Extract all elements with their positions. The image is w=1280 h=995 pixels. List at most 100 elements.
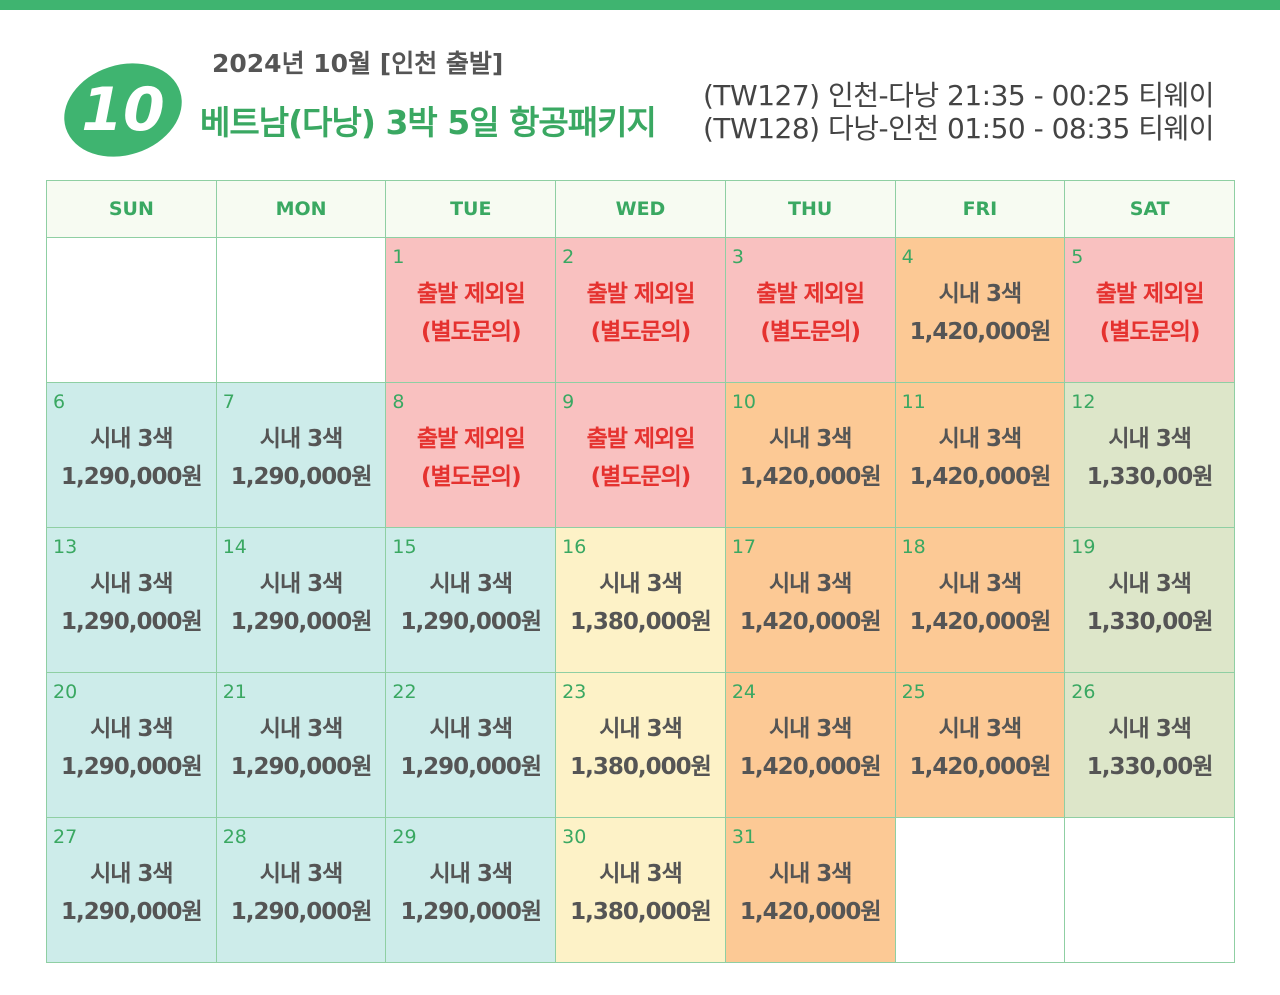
day-number: 24 xyxy=(731,681,757,703)
day-cell: 24 시내 3색 1,420,000원 xyxy=(724,672,896,818)
day-cell: 3 출발 제외일 (별도문의) xyxy=(724,237,896,383)
cell-line: 시내 3색 xyxy=(768,571,852,597)
cell-line: (별도문의) xyxy=(420,464,522,490)
cell-line: 1,290,000원 xyxy=(230,899,373,925)
day-number: 29 xyxy=(392,826,417,848)
day-cell: 13 시내 3색 1,290,000원 xyxy=(46,527,217,673)
cell-line: 시내 3색 xyxy=(259,716,343,742)
cell-line: (별도문의) xyxy=(760,319,861,345)
flight-info: (TW127) 인천-다낭 21:35 - 00:25 티웨이 xyxy=(703,79,1215,112)
day-cell: 10 시내 3색 1,420,000원 xyxy=(724,382,896,528)
day-number: 30 xyxy=(562,826,587,848)
day-cell: 12 시내 3색 1,330,00원 xyxy=(1064,382,1235,528)
cell-line: 시내 3색 xyxy=(1108,426,1191,452)
day-cell: 2 출발 제외일 (별도문의) xyxy=(555,237,726,383)
cell-line: 시내 3색 xyxy=(90,426,173,452)
day-number: 14 xyxy=(222,536,247,558)
day-cell: 21 시내 3색 1,290,000원 xyxy=(215,672,387,818)
day-cell: 19 시내 3색 1,330,00원 xyxy=(1064,527,1235,673)
day-number: 17 xyxy=(731,536,757,558)
day-number: 2 xyxy=(562,246,575,268)
cell-line: 시내 3색 xyxy=(599,861,682,887)
cell-line: 시내 3색 xyxy=(768,716,852,742)
cell-line: 시내 3색 xyxy=(938,281,1022,307)
day-cell: 28 시내 3색 1,290,000원 xyxy=(215,817,387,963)
day-number: 25 xyxy=(901,681,926,703)
cell-line: 1,330,00원 xyxy=(1086,609,1214,635)
day-cell xyxy=(1064,817,1235,963)
cell-line: 시내 3색 xyxy=(90,716,173,742)
cell-line: (별도문의) xyxy=(420,319,522,345)
cell-line: 1,420,000원 xyxy=(909,319,1052,345)
day-number: 5 xyxy=(1071,246,1084,268)
day-number: 1 xyxy=(392,246,405,268)
day-cell: 29 시내 3색 1,290,000원 xyxy=(385,817,557,963)
cell-line: 시내 3색 xyxy=(768,426,852,452)
badge-text: 10 xyxy=(81,75,165,145)
cell-line: 출발 제외일 xyxy=(586,426,696,452)
cell-line: 1,290,000원 xyxy=(230,754,373,780)
day-cell: 26 시내 3색 1,330,00원 xyxy=(1064,672,1235,818)
day-cell xyxy=(215,237,387,383)
day-number: 7 xyxy=(222,391,235,413)
cell-line: 1,290,000원 xyxy=(61,754,203,780)
day-number: 3 xyxy=(731,246,744,268)
day-number: 15 xyxy=(392,536,417,558)
cell-line: 1,420,000원 xyxy=(739,609,882,635)
weekday-header: SUN xyxy=(46,180,217,238)
day-cell: 9 출발 제외일 (별도문의) xyxy=(555,382,726,528)
cell-line: 1,420,000원 xyxy=(739,899,882,925)
day-cell: 17 시내 3색 1,420,000원 xyxy=(724,527,896,673)
subtitle: 2024년 10월 [인천 출발] xyxy=(212,49,504,78)
day-number: 12 xyxy=(1071,391,1096,413)
day-cell: 5 출발 제외일 (별도문의) xyxy=(1064,237,1235,383)
cell-line: 시내 3색 xyxy=(259,426,343,452)
day-cell: 16 시내 3색 1,380,000원 xyxy=(555,527,726,673)
cell-line: 1,330,00원 xyxy=(1086,464,1214,490)
weekday-header: THU xyxy=(724,180,896,238)
day-number: 26 xyxy=(1071,681,1096,703)
day-cell: 18 시내 3색 1,420,000원 xyxy=(894,527,1066,673)
cell-line: 1,290,000원 xyxy=(61,899,203,925)
cell-line: 시내 3색 xyxy=(1108,716,1191,742)
day-cell: 25 시내 3색 1,420,000원 xyxy=(894,672,1066,818)
cell-line: 출발 제외일 xyxy=(586,281,696,307)
day-cell: 31 시내 3색 1,420,000원 xyxy=(724,817,896,963)
day-cell: 22 시내 3색 1,290,000원 xyxy=(385,672,557,818)
cell-line: (별도문의) xyxy=(590,464,692,490)
day-number: 31 xyxy=(731,826,757,848)
cell-line: 1,290,000원 xyxy=(400,754,542,780)
cell-line: 시내 3색 xyxy=(1108,571,1191,597)
cell-line: 시내 3색 xyxy=(599,571,682,597)
day-number: 11 xyxy=(901,391,926,413)
day-cell: 1 출발 제외일 (별도문의) xyxy=(385,237,557,383)
cell-line: 시내 3색 xyxy=(90,571,173,597)
day-cell: 27 시내 3색 1,290,000원 xyxy=(46,817,217,963)
cell-line: 1,290,000원 xyxy=(61,464,203,490)
cell-line: 1,290,000원 xyxy=(230,609,373,635)
cell-line: 1,290,000원 xyxy=(400,899,542,925)
day-cell: 8 출발 제외일 (별도문의) xyxy=(385,382,557,528)
cell-line: 1,420,000원 xyxy=(909,754,1052,780)
calendar: SUN MON TUE WED THU FRI SAT 1 출발 제외일 (별도문의) 2 출발 제외… xyxy=(46,180,1235,963)
cell-line: 출발 제외일 xyxy=(416,281,526,307)
day-number: 13 xyxy=(53,536,78,558)
cell-line: 1,380,000원 xyxy=(570,609,712,635)
day-number: 27 xyxy=(53,826,78,848)
day-number: 6 xyxy=(53,391,66,413)
weekday-header: WED xyxy=(555,180,726,238)
cell-line: 출발 제외일 xyxy=(416,426,526,452)
cell-line: 1,420,000원 xyxy=(739,464,882,490)
day-cell: 4 시내 3색 1,420,000원 xyxy=(894,237,1066,383)
day-cell xyxy=(46,237,217,383)
cell-line: 시내 3색 xyxy=(429,716,513,742)
title: 베트남(다낭) 3박 5일 항공패키지 xyxy=(200,103,657,142)
cell-line: 1,420,000원 xyxy=(739,754,882,780)
cell-line: 시내 3색 xyxy=(938,426,1022,452)
cell-line: 1,290,000원 xyxy=(400,609,542,635)
cell-line: (별도문의) xyxy=(590,319,692,345)
cell-line: 1,290,000원 xyxy=(61,609,203,635)
top-bar xyxy=(0,0,1280,10)
day-cell: 30 시내 3색 1,380,000원 xyxy=(555,817,726,963)
